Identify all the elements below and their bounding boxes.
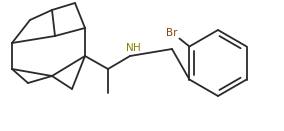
Text: Br: Br [166,28,178,37]
Text: N: N [126,43,134,53]
Text: H: H [133,43,141,53]
